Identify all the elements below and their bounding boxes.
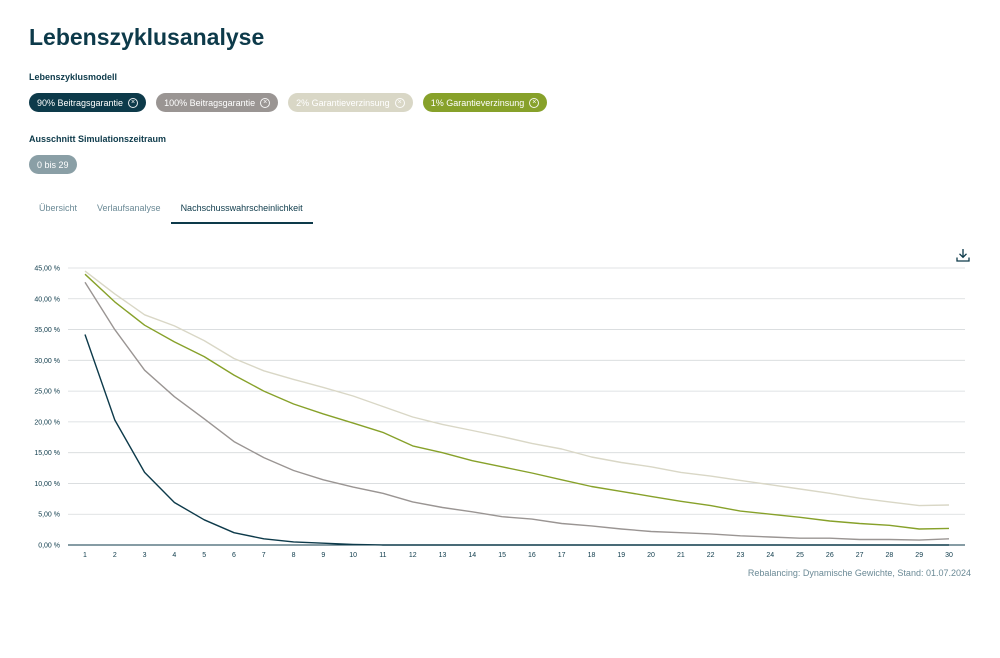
x-tick-label: 22 xyxy=(707,552,715,559)
tab-verlaufsanalyse[interactable]: Verlaufsanalyse xyxy=(97,203,161,213)
x-tick-label: 18 xyxy=(588,552,596,559)
series-line xyxy=(84,281,950,541)
x-tick-label: 16 xyxy=(528,552,536,559)
x-tick-label: 19 xyxy=(617,552,625,559)
y-tick-label: 40,00 % xyxy=(34,296,60,303)
tab-uebersicht[interactable]: Übersicht xyxy=(39,203,78,213)
model-chip-list: 90% Beitragsgarantie × 100% Beitragsgara… xyxy=(29,93,548,112)
model-label: Lebenszyklusmodell xyxy=(29,72,118,82)
model-chip-label: 2% Garantieverzinsung xyxy=(296,97,390,108)
y-tick-label: 35,00 % xyxy=(34,327,60,334)
tab-bar: Übersicht Verlaufsanalyse Nachschusswahr… xyxy=(29,200,313,224)
range-label: Ausschnitt Simulationszeitraum xyxy=(29,134,167,144)
x-tick-label: 11 xyxy=(379,552,386,559)
y-tick-label: 10,00 % xyxy=(34,481,60,488)
model-chip[interactable]: 100% Beitragsgarantie × xyxy=(156,93,279,112)
x-tick-label: 25 xyxy=(796,552,804,559)
x-tick-label: 30 xyxy=(945,552,953,559)
close-icon[interactable]: × xyxy=(128,97,139,108)
x-tick-label: 7 xyxy=(262,552,266,559)
x-tick-label: 13 xyxy=(439,552,447,559)
x-tick-label: 29 xyxy=(915,552,923,559)
x-tick-label: 1 xyxy=(83,552,87,559)
x-tick-label: 14 xyxy=(468,552,476,559)
model-chip-label: 100% Beitragsgarantie xyxy=(164,97,256,108)
x-tick-label: 2 xyxy=(113,552,117,559)
x-tick-label: 24 xyxy=(766,552,774,559)
close-icon[interactable]: × xyxy=(529,97,540,108)
close-icon[interactable]: × xyxy=(260,97,271,108)
x-tick-label: 27 xyxy=(856,552,864,559)
x-tick-label: 21 xyxy=(677,552,685,559)
series-line xyxy=(84,273,950,530)
line-chart: 0,00 % 5,00 % 10,00 % 15,00 % 20,00 % 25,00 %… xyxy=(34,266,965,559)
x-tick-label: 17 xyxy=(558,552,566,559)
x-tick-label: 23 xyxy=(737,552,745,559)
page-title: Lebenszyklusanalyse xyxy=(29,24,265,50)
footer-note: Rebalancing: Dynamische Gewichte, Stand:… xyxy=(747,568,971,578)
y-tick-label: 20,00 % xyxy=(34,419,60,426)
download-icon[interactable] xyxy=(955,247,971,263)
x-tick-label: 10 xyxy=(349,552,357,559)
model-chip[interactable]: 1% Garantieverzinsung × xyxy=(422,93,548,112)
model-chip[interactable]: 2% Garantieverzinsung × xyxy=(288,93,413,112)
tab-nachschusswahrscheinlichkeit[interactable]: Nachschusswahrscheinlichkeit xyxy=(170,200,313,224)
model-chip-label: 90% Beitragsgarantie xyxy=(37,97,124,108)
y-tick-label: 25,00 % xyxy=(34,389,60,396)
x-tick-label: 28 xyxy=(886,552,894,559)
x-tick-label: 4 xyxy=(172,552,176,559)
model-chip-label: 1% Garantieverzinsung xyxy=(430,97,525,108)
x-tick-label: 8 xyxy=(292,552,296,559)
y-tick-label: 30,00 % xyxy=(34,358,60,365)
y-tick-label: 5,00 % xyxy=(38,512,60,519)
y-tick-label: 45,00 % xyxy=(34,266,60,273)
y-tick-label: 0,00 % xyxy=(38,543,60,550)
range-chip[interactable]: 0 bis 29 xyxy=(29,155,77,174)
x-tick-label: 5 xyxy=(202,552,206,559)
x-tick-label: 3 xyxy=(143,552,147,559)
x-tick-label: 12 xyxy=(409,552,417,559)
y-tick-label: 15,00 % xyxy=(34,450,60,457)
close-icon[interactable]: × xyxy=(394,97,405,108)
x-tick-label: 20 xyxy=(647,552,655,559)
x-tick-label: 26 xyxy=(826,552,834,559)
x-tick-label: 6 xyxy=(232,552,236,559)
x-tick-label: 9 xyxy=(321,552,325,559)
series-line xyxy=(84,270,950,507)
x-tick-label: 15 xyxy=(498,552,506,559)
model-chip[interactable]: 90% Beitragsgarantie × xyxy=(29,93,147,112)
series-line xyxy=(84,334,949,546)
